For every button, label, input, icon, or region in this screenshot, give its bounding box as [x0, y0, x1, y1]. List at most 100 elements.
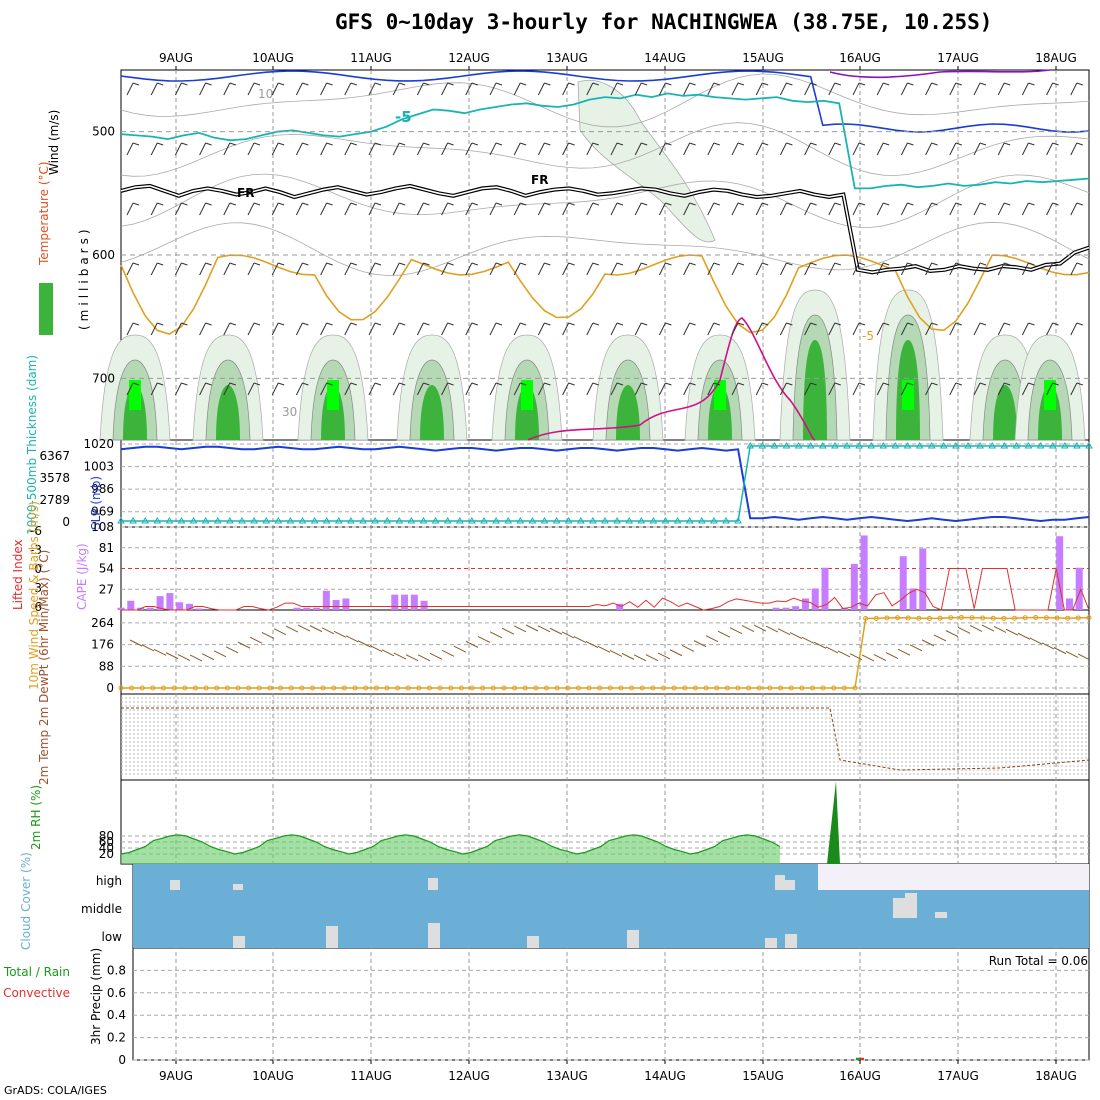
upper-wind-barb-flag — [568, 82, 575, 86]
upper-wind-barb — [683, 142, 691, 156]
upper-wind-barb — [876, 202, 884, 216]
thickness-marker — [939, 442, 948, 449]
x-tick-label-bottom: 9AUG — [159, 1069, 193, 1083]
thickness-marker — [528, 517, 537, 524]
upper-wind-barb — [441, 322, 449, 336]
surface-wind-barb — [681, 645, 695, 652]
wind-speed-marker — [405, 685, 411, 691]
upper-wind-barb — [876, 322, 884, 336]
cloud-level-label: middle — [81, 902, 122, 916]
cape-bar — [1065, 598, 1073, 610]
surface-wind-barb — [1065, 650, 1079, 658]
upper-wind-barb-flag — [520, 382, 527, 386]
upper-wind-barb — [755, 262, 763, 276]
upper-wind-barb — [392, 202, 400, 216]
upper-wind-barb — [876, 142, 884, 156]
upper-wind-barb-flag — [834, 142, 841, 146]
upper-wind-barb — [804, 142, 812, 156]
upper-wind-barb — [852, 142, 860, 156]
upper-wind-barb — [658, 142, 666, 156]
upper-wind-barb — [852, 82, 860, 96]
rh2m-spike — [827, 781, 840, 864]
upper-wind-barb-flag — [1004, 382, 1011, 386]
upper-wind-barb-flag — [979, 382, 987, 386]
upper-wind-barb-flag — [883, 322, 890, 326]
upper-wind-barb — [150, 82, 158, 96]
upper-wind-barb-flag — [762, 202, 769, 206]
upper-wind-barb — [658, 202, 666, 216]
wind-speed-marker — [926, 615, 932, 621]
thickness-marker — [903, 442, 912, 449]
thickness-marker — [359, 517, 367, 524]
thickness-marker — [383, 517, 392, 524]
upper-wind-barb-flag — [447, 142, 454, 146]
wind-speed-marker — [767, 685, 773, 691]
upper-wind-barb-flag — [423, 142, 430, 146]
upper-wind-barb-flag — [955, 382, 962, 386]
wind-speed-marker — [937, 615, 943, 621]
upper-wind-barb — [537, 382, 545, 396]
upper-wind-barb — [150, 142, 158, 156]
upper-wind-barb-flag — [278, 202, 285, 206]
wind-speed-marker — [809, 685, 815, 691]
upper-wind-barb-flag — [132, 82, 140, 86]
wind-speed-marker — [884, 615, 890, 621]
upper-wind-barb-flag — [447, 262, 454, 266]
y-tick-label-precip: 0.4 — [107, 1008, 126, 1022]
upper-wind-barb-flag — [302, 82, 309, 86]
thickness-marker — [589, 517, 597, 524]
upper-wind-barb-flag — [979, 262, 987, 266]
thickness-marker — [673, 517, 682, 524]
surface-wind-barb — [657, 652, 671, 660]
upper-wind-barb — [199, 262, 207, 276]
rh-plume — [577, 79, 716, 243]
y2-tick-label-li: 0 — [34, 562, 42, 576]
wind-speed-marker — [746, 685, 752, 691]
high-cloud-bar — [785, 880, 795, 890]
upper-wind-barb — [441, 262, 449, 276]
y2-tick-label-thickness: 6367 — [39, 449, 70, 463]
high-cloud-bar — [775, 875, 785, 890]
upper-wind-barb — [223, 262, 231, 276]
upper-wind-barb-flag — [810, 322, 817, 326]
cape-bar — [146, 607, 154, 610]
wind-speed-marker — [129, 685, 135, 691]
upper-wind-barb — [562, 82, 570, 96]
rh-contour-bright — [714, 380, 726, 410]
y-tick-label-rh: 80 — [99, 829, 114, 843]
upper-wind-barb-flag — [1004, 322, 1011, 326]
x-tick-label-bottom: 13AUG — [546, 1069, 588, 1083]
wind-speed-marker — [852, 685, 858, 691]
upper-wind-barb — [392, 322, 400, 336]
thickness-marker — [468, 517, 476, 524]
upper-wind-barb — [489, 202, 497, 216]
upper-wind-barb — [513, 322, 521, 336]
upper-wind-barb — [344, 382, 352, 396]
upper-wind-barb-flag — [350, 322, 357, 326]
thickness-marker — [794, 442, 803, 449]
x-tick-label-top: 14AUG — [644, 51, 686, 65]
upper-wind-barb-flag — [471, 202, 478, 206]
upper-wind-barb — [755, 322, 763, 336]
upper-wind-barb — [562, 202, 570, 216]
upper-wind-barb-flag — [544, 202, 551, 206]
upper-wind-barb — [271, 322, 279, 336]
wind-speed-marker — [480, 685, 486, 691]
surface-wind-barb — [969, 624, 983, 632]
legend-total-rain: Total / Rain — [3, 965, 70, 979]
low-cloud-bar — [627, 930, 639, 948]
upper-wind-barb — [537, 322, 545, 336]
thickness-marker — [564, 517, 573, 524]
upper-wind-barb-flag — [883, 142, 890, 146]
thickness-marker — [1085, 442, 1093, 449]
upper-wind-barb — [586, 142, 594, 156]
run-total-label: Run Total = 0.06 — [989, 954, 1088, 968]
upper-wind-barb-flag — [399, 382, 406, 386]
upper-wind-barb-flag — [689, 262, 696, 266]
upper-wind-barb-flag — [689, 82, 696, 86]
wind-speed-marker — [458, 685, 464, 691]
slp-line — [120, 445, 1090, 523]
upper-wind-barb-flag — [931, 262, 938, 266]
wind-speed-marker — [1075, 615, 1081, 621]
wind-speed-marker — [309, 685, 315, 691]
